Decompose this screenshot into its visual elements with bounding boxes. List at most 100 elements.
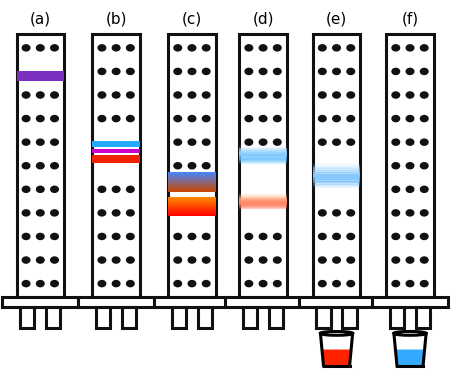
Bar xyxy=(168,187,216,188)
Circle shape xyxy=(333,280,340,287)
Bar xyxy=(239,194,287,195)
Bar xyxy=(168,214,216,215)
Circle shape xyxy=(51,115,58,122)
Bar xyxy=(313,182,360,183)
Bar xyxy=(239,199,287,200)
Bar xyxy=(416,307,430,328)
Circle shape xyxy=(273,92,281,98)
Circle shape xyxy=(392,257,400,263)
Bar xyxy=(239,206,287,207)
Circle shape xyxy=(273,115,281,122)
Bar xyxy=(239,147,287,148)
Circle shape xyxy=(188,68,196,74)
Circle shape xyxy=(406,68,414,74)
Bar xyxy=(168,197,216,199)
Bar xyxy=(313,186,360,187)
Circle shape xyxy=(36,92,44,98)
Bar xyxy=(239,208,287,209)
Bar xyxy=(313,167,360,168)
Bar xyxy=(168,174,216,175)
Circle shape xyxy=(392,186,400,192)
Bar xyxy=(239,197,287,198)
Bar xyxy=(239,145,287,146)
Circle shape xyxy=(174,280,182,287)
Circle shape xyxy=(188,45,196,51)
Bar xyxy=(2,297,78,307)
Bar xyxy=(239,207,287,208)
Bar xyxy=(313,165,360,166)
Bar xyxy=(239,150,287,151)
Bar xyxy=(168,175,216,176)
Circle shape xyxy=(259,139,267,145)
Circle shape xyxy=(22,115,30,122)
Circle shape xyxy=(273,234,281,240)
Circle shape xyxy=(51,139,58,145)
Bar xyxy=(239,160,287,161)
Bar xyxy=(168,185,216,186)
Circle shape xyxy=(174,115,182,122)
Circle shape xyxy=(406,139,414,145)
Bar xyxy=(239,163,287,164)
Circle shape xyxy=(112,257,120,263)
Bar xyxy=(313,168,360,169)
Circle shape xyxy=(98,45,106,51)
Circle shape xyxy=(319,210,326,216)
Bar xyxy=(239,196,287,197)
Circle shape xyxy=(51,186,58,192)
Bar xyxy=(168,186,216,187)
Bar xyxy=(168,206,216,207)
Circle shape xyxy=(392,280,400,287)
Circle shape xyxy=(347,139,355,145)
Bar xyxy=(168,201,216,202)
Bar xyxy=(299,297,374,307)
Bar xyxy=(168,201,216,202)
Bar xyxy=(313,178,360,179)
Bar xyxy=(313,171,360,173)
Polygon shape xyxy=(322,350,351,366)
Circle shape xyxy=(245,68,253,74)
Bar xyxy=(313,180,360,181)
Ellipse shape xyxy=(320,331,353,335)
Circle shape xyxy=(347,257,355,263)
Circle shape xyxy=(392,234,400,240)
Bar xyxy=(239,200,287,201)
Circle shape xyxy=(347,68,355,74)
Bar xyxy=(239,209,287,210)
Circle shape xyxy=(406,257,414,263)
Circle shape xyxy=(22,280,30,287)
Bar xyxy=(313,183,360,184)
Circle shape xyxy=(22,234,30,240)
Circle shape xyxy=(347,92,355,98)
Bar xyxy=(239,201,287,202)
Circle shape xyxy=(406,280,414,287)
Circle shape xyxy=(202,163,210,169)
Bar xyxy=(168,177,216,178)
Circle shape xyxy=(202,234,210,240)
Bar xyxy=(168,179,216,180)
Circle shape xyxy=(259,68,267,74)
Bar xyxy=(239,151,287,152)
Bar xyxy=(313,163,360,164)
Circle shape xyxy=(98,257,106,263)
Circle shape xyxy=(127,186,134,192)
Bar xyxy=(168,176,216,177)
Circle shape xyxy=(245,45,253,51)
Bar xyxy=(313,186,360,187)
Bar xyxy=(17,71,64,81)
Circle shape xyxy=(245,115,253,122)
Bar xyxy=(239,150,287,151)
Bar xyxy=(168,173,216,174)
Circle shape xyxy=(406,234,414,240)
Circle shape xyxy=(22,210,30,216)
Circle shape xyxy=(319,280,326,287)
Circle shape xyxy=(98,68,106,74)
Bar xyxy=(172,307,186,328)
Bar xyxy=(168,176,216,177)
Circle shape xyxy=(347,210,355,216)
Bar xyxy=(239,148,287,149)
Bar xyxy=(313,179,360,180)
Bar xyxy=(239,155,287,156)
Circle shape xyxy=(420,234,428,240)
Bar xyxy=(313,34,360,297)
Circle shape xyxy=(51,234,58,240)
